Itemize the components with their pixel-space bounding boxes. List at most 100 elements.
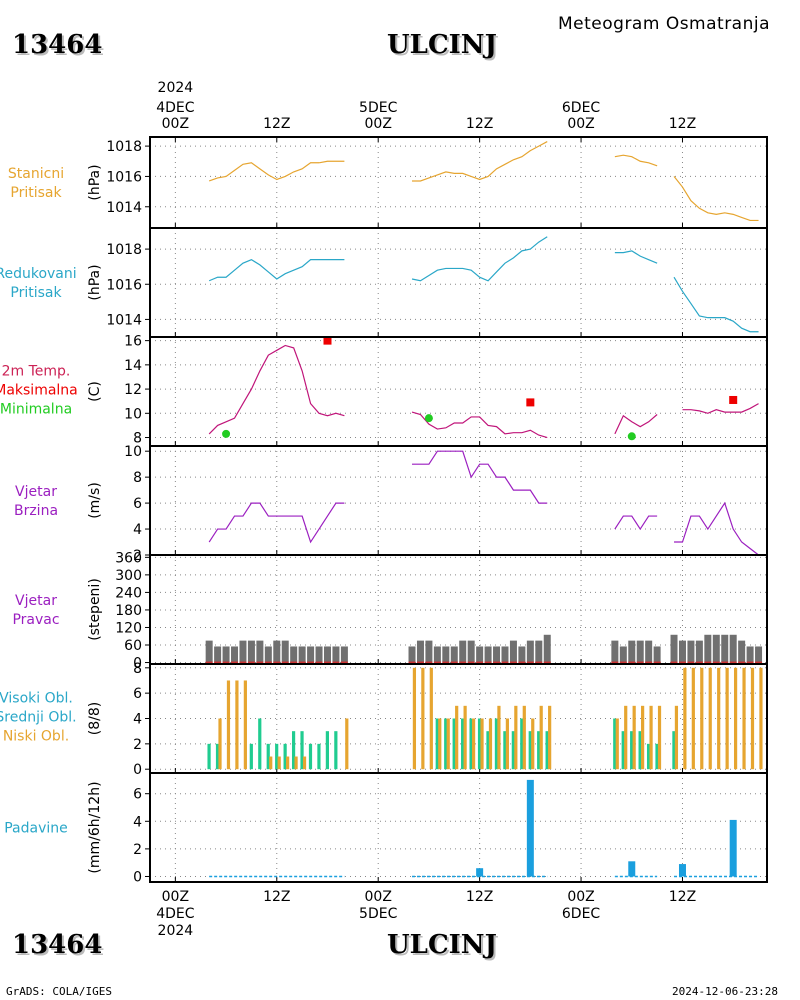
wind-direction-bar	[205, 640, 213, 663]
cloud-bar	[624, 705, 628, 770]
wind-direction-bar	[247, 640, 255, 663]
cloud-bar	[471, 718, 476, 770]
cloud-bar	[522, 705, 526, 770]
y-tick-label: 4	[133, 712, 142, 728]
wind-direction-bar	[518, 646, 526, 663]
cloud-bar	[412, 667, 417, 770]
cloud-bar	[435, 718, 439, 770]
y-tick-label: 1018	[106, 242, 142, 258]
cloud-bar	[438, 718, 442, 770]
panel-label: Maksimalna	[0, 383, 78, 399]
panel-precipitation	[145, 772, 768, 883]
series-line	[208, 502, 345, 544]
y-tick-label: 2	[133, 548, 142, 564]
wind-direction-bar	[307, 646, 315, 663]
time-tick-top-label: 00Z	[567, 116, 594, 132]
y-axis-label: (mm/6h/12h)	[87, 781, 103, 873]
min-temp-point	[222, 429, 231, 438]
y-tick-label: 1018	[106, 139, 142, 155]
time-tick-bottom-label: 6DEC	[562, 906, 601, 922]
time-tick-bottom-label: 4DEC	[156, 906, 195, 922]
panel-wind_direction	[145, 554, 768, 665]
time-tick-bottom-label: 12Z	[669, 889, 696, 905]
y-tick-label: 16	[124, 334, 142, 350]
cloud-bar	[218, 718, 222, 770]
y-tick-label: 1016	[106, 169, 142, 185]
y-axis-label: (stepeni)	[87, 578, 103, 641]
wind-direction-bar	[695, 640, 703, 663]
wind-direction-bar	[231, 646, 239, 663]
y-axis-label: (hPa)	[87, 164, 103, 200]
cloud-bar	[461, 718, 465, 770]
y-tick-label: 6	[133, 686, 142, 702]
cloud-bar	[505, 718, 509, 770]
cloud-bar	[528, 731, 532, 770]
cloud-bar	[691, 667, 695, 770]
wind-direction-bar	[738, 640, 746, 663]
y-tick-label: 8	[133, 470, 142, 486]
wind-direction-bar	[628, 640, 636, 663]
panel-label: Minimalna	[0, 402, 72, 418]
cloud-bar	[641, 705, 645, 770]
wind-direction-bar	[645, 640, 653, 663]
max-temp-point	[323, 336, 332, 345]
cloud-bar	[638, 731, 642, 770]
panel-label: Visoki Obl.	[0, 691, 73, 707]
wind-direction-bar	[408, 646, 416, 663]
cloud-bar	[655, 743, 659, 770]
series-line	[208, 344, 345, 435]
panel-frame	[149, 772, 768, 883]
cloud-bar	[759, 667, 763, 770]
series-line	[411, 236, 548, 282]
wind-direction-bar	[653, 646, 661, 663]
cloud-bar	[446, 718, 450, 770]
y-tick-label: 60	[124, 638, 142, 654]
wind-direction-bar	[256, 640, 264, 663]
cloud-bar	[717, 667, 721, 770]
cloud-bar	[514, 705, 518, 770]
cloud-bar	[207, 743, 211, 770]
time-year-top: 2024	[158, 80, 194, 96]
series-line	[673, 176, 759, 222]
y-tick-label: 4	[133, 522, 142, 538]
wind-direction-bar	[315, 646, 323, 663]
wind-direction-bar	[636, 640, 644, 663]
wind-direction-bar	[619, 646, 627, 663]
y-tick-label: 8	[133, 431, 142, 447]
wind-direction-bar	[687, 640, 695, 663]
panel-label: Redukovani	[0, 266, 77, 282]
cloud-bar	[615, 718, 619, 770]
cloud-bar	[302, 756, 307, 770]
cloud-bar	[469, 718, 473, 770]
precip-bar	[526, 779, 534, 877]
cloud-bar	[444, 718, 448, 770]
time-tick-bottom-label: 12Z	[263, 889, 290, 905]
time-tick-bottom-label: 00Z	[162, 889, 189, 905]
panel-frame	[149, 136, 768, 229]
cloud-bar	[548, 705, 552, 770]
time-tick-top-label: 00Z	[162, 116, 189, 132]
y-tick-label: 2	[133, 737, 142, 753]
y-axis-label: (8/8)	[87, 702, 103, 735]
cloud-bar	[334, 731, 338, 770]
y-tick-label: 6	[133, 787, 142, 803]
y-tick-label: 8	[133, 661, 142, 677]
time-tick-bottom-label: 12Z	[466, 889, 493, 905]
cloud-bar	[742, 667, 746, 770]
y-tick-label: 10	[124, 444, 142, 460]
cloud-bar	[266, 743, 270, 770]
panel-label: Pravac	[12, 612, 59, 628]
station-name-bottom: ULCINJ	[387, 930, 497, 960]
wind-direction-bar	[442, 646, 450, 663]
panel-wind_speed	[145, 445, 768, 556]
series-line	[208, 162, 320, 182]
panel-label: Vjetar	[15, 593, 57, 609]
wind-direction-bar	[290, 646, 298, 663]
cloud-bar	[539, 705, 543, 770]
y-tick-label: 300	[115, 568, 142, 584]
series-line	[614, 154, 658, 167]
cloud-bar	[657, 705, 662, 770]
wind-direction-bar	[323, 646, 331, 663]
y-tick-label: 120	[115, 620, 142, 636]
cloud-bar	[733, 667, 738, 770]
